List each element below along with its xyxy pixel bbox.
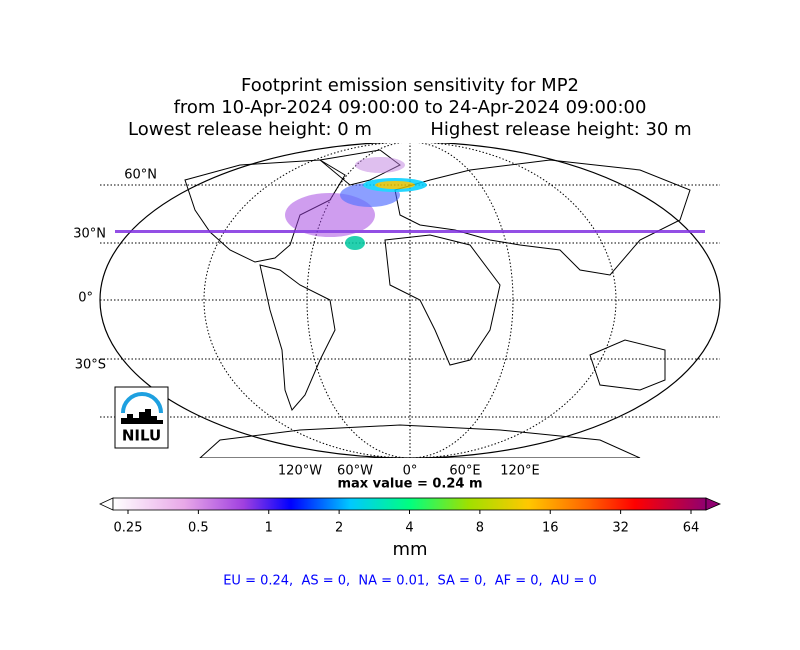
title: from 10-Apr-2024 09:00:00 to 24-Apr-2024… [174, 97, 647, 118]
colorbar-tick-label: 4 [405, 521, 413, 536]
colorbar-tick-label: 32 [612, 521, 629, 536]
lat-label: 30°S [75, 358, 106, 373]
region-summary: EU = 0.24, AS = 0, NA = 0.01, SA = 0, AF… [223, 574, 597, 589]
colorbar-tick-label: 2 [335, 521, 343, 536]
colorbar-tick-label: 16 [542, 521, 559, 536]
colorbar-tick-label: 8 [476, 521, 484, 536]
lon-label: 60°W [337, 464, 373, 479]
lat-label: 30°N [73, 227, 106, 242]
lon-label: 0° [403, 464, 418, 479]
colorbar [99, 497, 722, 511]
title: Highest release height: 30 m [430, 119, 691, 140]
title: Footprint emission sensitivity for MP2 [241, 75, 579, 96]
lat-label: 60°N [124, 168, 157, 183]
lon-label: 120°E [500, 464, 540, 479]
colorbar-tick-label: 0.25 [114, 521, 143, 536]
colorbar-tick-label: 1 [265, 521, 273, 536]
colorbar-tick-label: 0.5 [188, 521, 209, 536]
lon-label: 120°W [278, 464, 322, 479]
map [99, 143, 721, 458]
logo-text: NILU [122, 427, 161, 445]
colorbar-tick-label: 64 [683, 521, 700, 536]
title: Lowest release height: 0 m [128, 119, 372, 140]
logo: NILU [114, 386, 169, 449]
lon-label: 60°E [449, 464, 480, 479]
max-value: max value = 0.24 m [337, 477, 482, 492]
lat-label: 0° [78, 291, 93, 306]
colorbar-unit: mm [392, 539, 427, 560]
